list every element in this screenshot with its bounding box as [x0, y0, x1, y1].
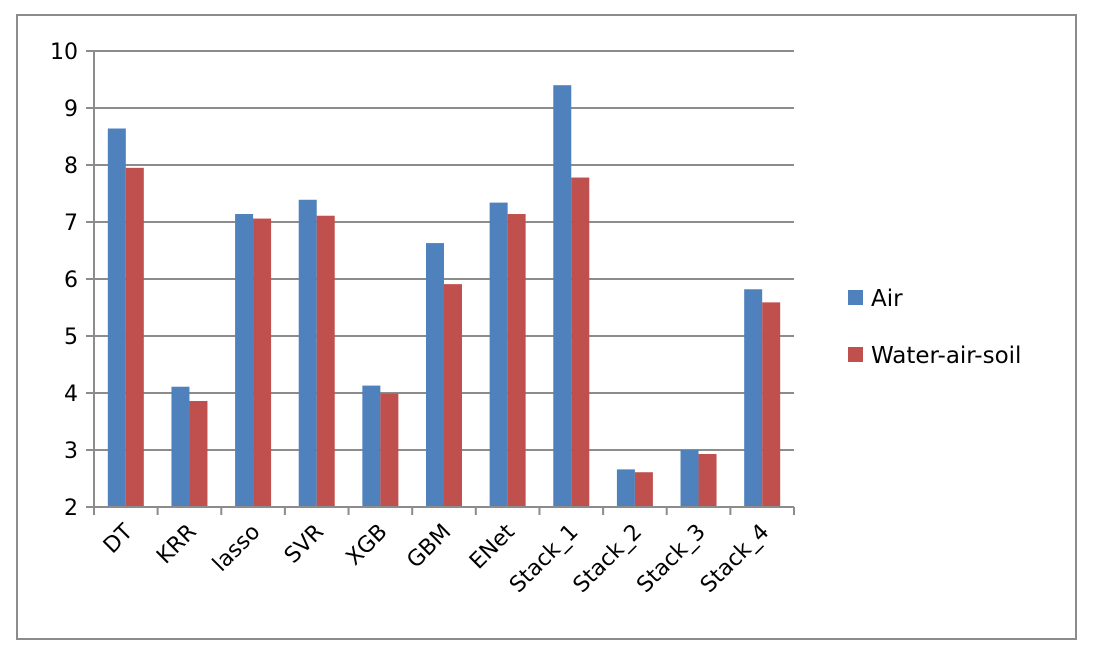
bar-air-stack_1 — [553, 85, 572, 507]
bar-air-krr — [171, 386, 190, 507]
x-tick-label: DT — [99, 519, 139, 559]
bar-water-air-soil-stack_1 — [571, 177, 590, 508]
legend-swatch — [848, 290, 863, 305]
bar-water-air-soil-stack_2 — [634, 472, 653, 507]
y-tick-label: 3 — [64, 439, 78, 464]
x-tick-label: ENet — [465, 519, 520, 574]
y-tick-label: 10 — [50, 40, 78, 65]
legend-label: Air — [871, 286, 903, 312]
bar-air-lasso — [235, 214, 254, 507]
bars — [107, 85, 781, 508]
bar-air-dt — [107, 128, 126, 507]
bar-water-air-soil-svr — [316, 215, 335, 508]
legend: Air Water-air-soil — [848, 286, 1021, 369]
legend-label: Water-air-soil — [871, 343, 1021, 369]
x-tick-label: Stack_4 — [696, 520, 774, 598]
bar-water-air-soil-enet — [507, 214, 526, 507]
bar-water-air-soil-stack_3 — [698, 453, 717, 507]
bar-air-enet — [489, 202, 508, 507]
x-tick-label: Stack_2 — [569, 520, 647, 598]
bar-air-xgb — [362, 385, 381, 507]
bar-water-air-soil-gbm — [444, 284, 462, 507]
bar-air-svr — [298, 199, 317, 507]
bar-air-gbm — [426, 243, 444, 507]
axes — [86, 50, 795, 515]
bar-water-air-soil-dt — [125, 167, 144, 507]
y-tick-label: 7 — [64, 211, 78, 236]
y-tick-label: 6 — [64, 268, 78, 293]
x-tick-label: GBM — [402, 520, 456, 574]
y-tick-label: 9 — [64, 97, 78, 122]
y-tick-label: 4 — [64, 382, 78, 407]
x-tick-label: Stack_1 — [505, 520, 583, 598]
bar-air-stack_4 — [744, 289, 763, 507]
bar-air-stack_3 — [680, 450, 699, 507]
gridlines — [94, 50, 794, 451]
y-tick-label: 5 — [64, 325, 78, 350]
y-tick-label: 8 — [64, 154, 78, 179]
bar-air-stack_2 — [616, 469, 635, 507]
bar-water-air-soil-stack_4 — [762, 302, 781, 507]
x-tick-label: XGB — [342, 520, 393, 571]
x-tick-label: lasso — [208, 520, 265, 577]
bar-water-air-soil-krr — [189, 400, 208, 507]
legend-swatch — [848, 347, 863, 362]
x-tick-label: KRR — [152, 520, 201, 569]
x-tick-label: Stack_3 — [632, 520, 710, 598]
bar-water-air-soil-xgb — [380, 393, 399, 507]
bar-water-air-soil-lasso — [253, 218, 272, 507]
x-tick-label: SVR — [280, 520, 329, 569]
chart-frame — [16, 14, 1077, 640]
y-tick-label: 2 — [64, 496, 78, 521]
